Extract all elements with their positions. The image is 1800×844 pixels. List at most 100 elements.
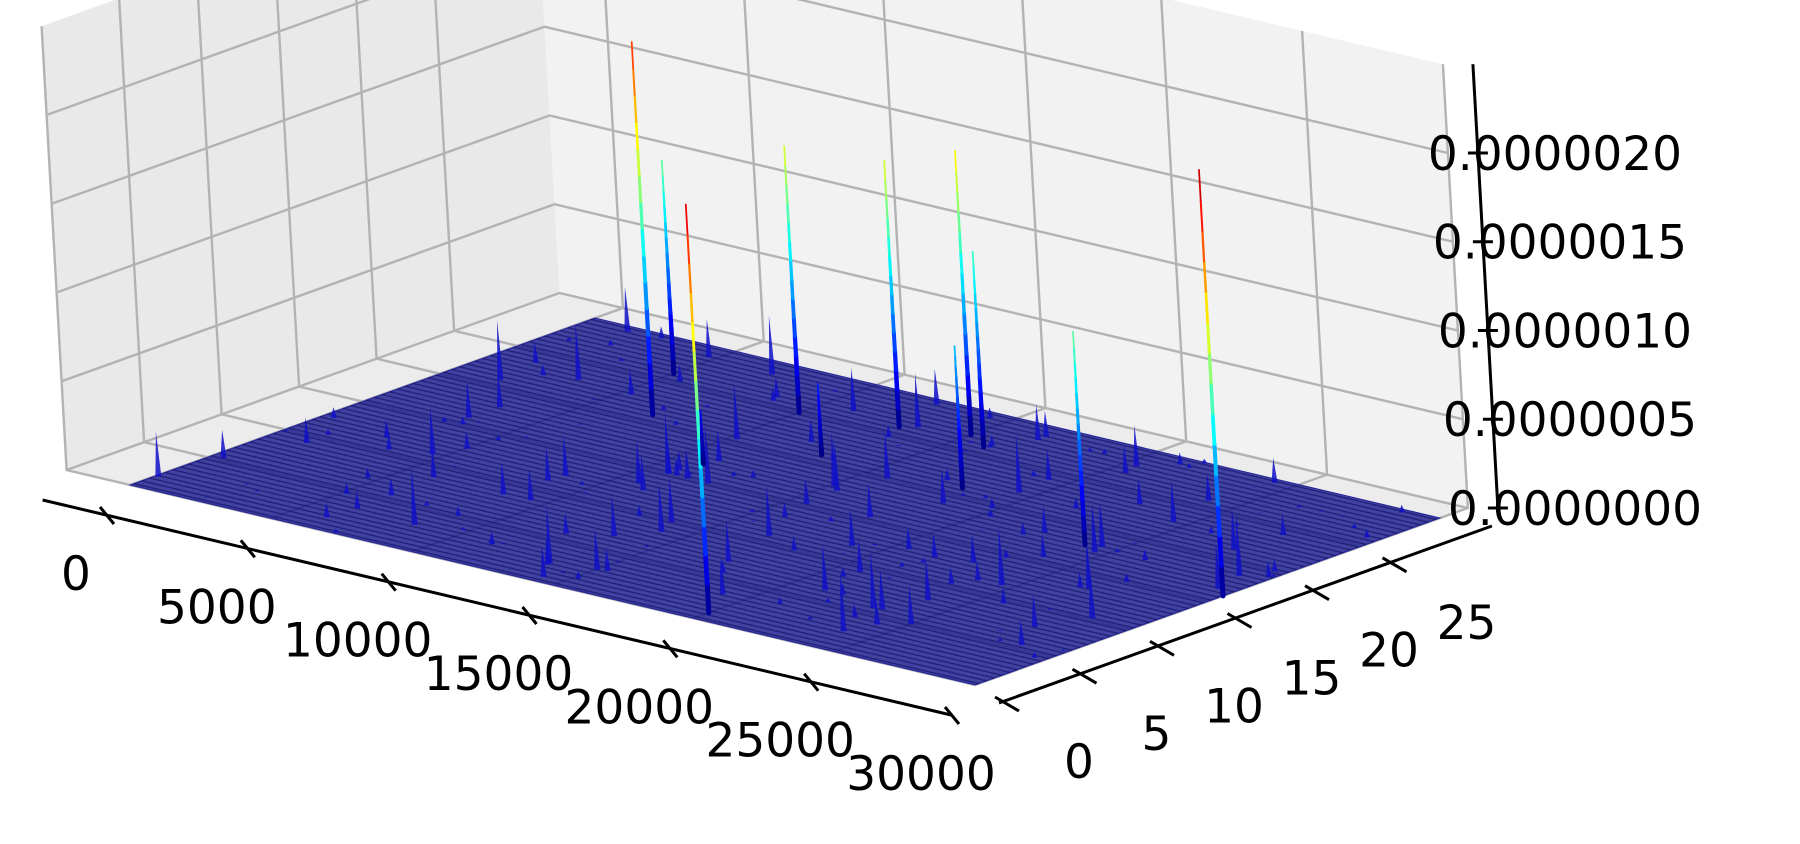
peak-11 <box>699 409 706 467</box>
minor-spike <box>895 444 902 446</box>
minor-spike <box>987 508 994 517</box>
y-tick-0 <box>994 695 1020 713</box>
z-tick-label-3: 0.0000015 <box>1433 216 1687 271</box>
minor-spike <box>460 527 467 530</box>
minor-spike <box>1099 501 1106 547</box>
peak-segment <box>641 253 648 284</box>
minor-spike <box>830 451 837 458</box>
minor-spike <box>643 544 650 547</box>
y-axis-ticks: 05 10 15 20 25 <box>994 556 1496 790</box>
minor-spike <box>773 376 780 398</box>
peak-segment <box>633 94 638 124</box>
peak-segment <box>895 405 902 430</box>
peak-segment <box>979 416 986 436</box>
z-axis-line <box>1471 64 1500 509</box>
x-tick-1 <box>239 539 256 559</box>
peak-segment <box>1078 466 1084 486</box>
x-tick-3 <box>521 606 538 625</box>
x-tick-2 <box>380 572 397 592</box>
peak-segment <box>1077 436 1082 456</box>
surface-streak <box>335 410 1181 612</box>
minor-spike <box>303 417 310 443</box>
y-tick-label-0: 0 <box>1064 735 1094 790</box>
peak-segment <box>1072 330 1075 348</box>
peak-segment <box>892 348 899 373</box>
peak-segment <box>883 159 887 181</box>
peak-segment <box>971 250 975 267</box>
minor-spike <box>611 495 618 536</box>
peak-segment <box>955 385 959 399</box>
minor-spike <box>704 424 712 484</box>
minor-spike <box>582 492 589 494</box>
peak-segment <box>888 254 893 277</box>
minor-spike <box>531 481 538 483</box>
minor-spike <box>1073 497 1080 509</box>
peak-segment <box>962 311 968 336</box>
peak-segment <box>958 230 963 254</box>
peak-segment <box>1206 320 1211 354</box>
minor-spike <box>808 419 815 442</box>
minor-spike <box>618 357 625 361</box>
peak-segment <box>1073 361 1077 379</box>
z-gridline-3 <box>51 25 1454 243</box>
peak-segment <box>667 295 673 315</box>
minor-spike <box>495 435 502 441</box>
peak-segment <box>669 340 676 361</box>
peak-segment <box>640 226 646 257</box>
minor-spike <box>155 431 162 477</box>
peak-segment <box>669 325 675 346</box>
peak-segment <box>1212 441 1219 477</box>
peak-segment <box>634 120 639 150</box>
minor-spike <box>1003 548 1010 558</box>
surface-streak <box>528 341 1375 543</box>
peak-segment <box>966 391 973 417</box>
minor-spike <box>497 319 504 380</box>
peak-segment <box>664 235 669 254</box>
peak-segment <box>1201 229 1206 263</box>
peak-segment <box>967 411 974 438</box>
minor-spike <box>1060 649 1067 651</box>
surface-streak <box>420 379 1266 582</box>
minor-spike <box>997 629 1004 631</box>
minor-spike <box>579 480 586 485</box>
minor-spike <box>705 319 712 357</box>
peak-segment <box>972 264 976 281</box>
minor-spike <box>1123 573 1130 582</box>
surface-streak <box>304 421 1150 624</box>
peak-segment <box>643 279 649 311</box>
minor-spike <box>906 526 912 550</box>
peak-segment <box>789 277 795 301</box>
minor-spike <box>1231 508 1238 550</box>
x-tick-label-3: 15000 <box>424 647 574 702</box>
surface-streak <box>404 385 1251 587</box>
peak-segment <box>955 395 960 409</box>
surface-layer <box>128 286 1442 686</box>
minor-spike <box>560 571 567 574</box>
minor-spike <box>998 526 1005 586</box>
peak-segment <box>684 203 689 235</box>
minor-spike <box>960 492 967 496</box>
y-tick-3 <box>1226 612 1253 629</box>
minor-spike <box>624 286 631 332</box>
minor-spike <box>384 420 390 438</box>
peak-segment <box>1081 527 1088 548</box>
minor-spike <box>282 429 289 432</box>
minor-spike <box>1300 526 1307 527</box>
minor-spike <box>628 369 635 395</box>
minor-spike <box>640 454 647 491</box>
minor-spike <box>545 447 551 481</box>
minor-spike <box>730 470 737 476</box>
peak-segment <box>1202 259 1208 293</box>
peak-segment <box>663 220 668 239</box>
minor-spike <box>1205 473 1212 501</box>
surface-streak <box>544 335 1390 537</box>
peak-1 <box>630 41 656 418</box>
peak-segment <box>1076 421 1081 440</box>
z-tick-label-4: 0.0000020 <box>1428 127 1682 182</box>
peak-segment <box>954 365 958 378</box>
peak-segment <box>630 41 635 70</box>
minor-spike <box>607 339 614 346</box>
surface-streak <box>366 399 1212 601</box>
peak-segment <box>886 216 890 239</box>
